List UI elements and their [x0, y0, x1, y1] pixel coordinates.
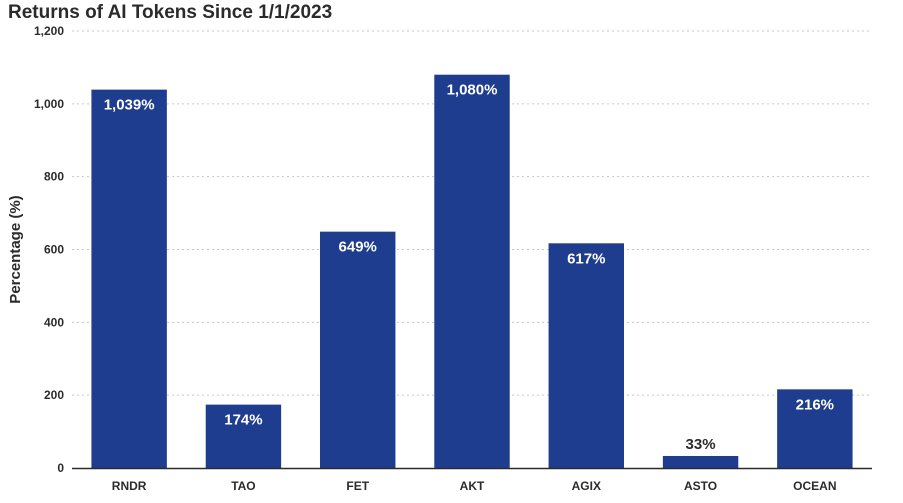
y-tick-label: 400	[44, 315, 64, 329]
data-label-rndr: 1,039%	[104, 97, 155, 114]
data-label-tao: 174%	[224, 412, 262, 429]
bars	[91, 74, 853, 469]
y-tick-label: 600	[44, 243, 64, 257]
y-tick-label: 1,000	[34, 97, 64, 111]
bar-rndr	[91, 89, 167, 469]
chart-title: Returns of AI Tokens Since 1/1/2023	[8, 2, 333, 23]
bar-asto	[662, 455, 739, 468]
y-tick-label: 800	[44, 170, 64, 184]
y-axis-ticks: 0 200 400 600 800 1,000 1,200	[34, 24, 64, 475]
data-label-asto: 33%	[686, 436, 716, 453]
bar-ocean	[777, 389, 853, 468]
y-tick-label: 0	[57, 461, 64, 475]
x-category-label: AGIX	[572, 479, 601, 493]
bar-agix	[548, 243, 624, 468]
x-category-label: RNDR	[112, 479, 147, 493]
bar-tao	[205, 404, 282, 468]
data-label-agix: 617%	[567, 250, 605, 267]
data-label-akt: 1,080%	[447, 82, 498, 99]
data-labels: 1,039% 174% 649% 1,080% 617% 33% 216%	[104, 82, 834, 453]
x-category-label: FET	[346, 479, 369, 493]
data-label-ocean: 216%	[796, 396, 834, 413]
y-axis-label: Percentage (%)	[7, 195, 24, 303]
x-category-label: OCEAN	[793, 479, 836, 493]
x-category-label: TAO	[231, 479, 255, 493]
bar-fet	[320, 231, 396, 468]
x-axis-categories: RNDR TAO FET AKT AGIX ASTO OCEAN	[112, 479, 837, 493]
x-category-label: AKT	[460, 479, 485, 493]
bar-akt	[434, 74, 510, 468]
x-category-label: ASTO	[684, 479, 717, 493]
y-tick-label: 200	[44, 388, 64, 402]
data-label-fet: 649%	[339, 239, 377, 256]
y-tick-label: 1,200	[34, 24, 64, 38]
